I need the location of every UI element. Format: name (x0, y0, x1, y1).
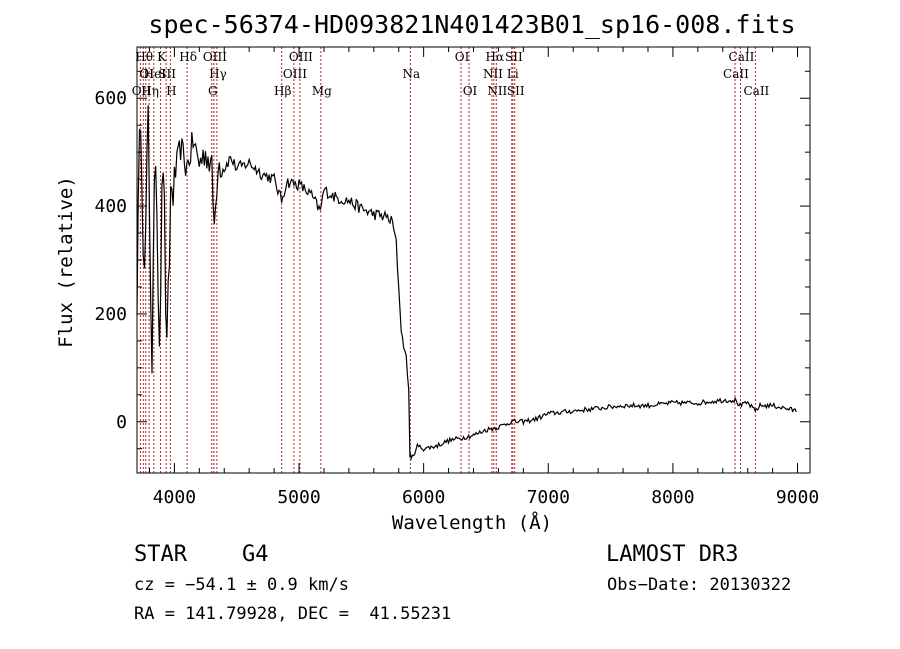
spectral-line-label: OIII (203, 50, 227, 64)
y-tick-label: 600 (94, 88, 127, 109)
spectral-line-label: OI (455, 50, 470, 64)
survey-name: LAMOST DR3 (606, 542, 738, 567)
spectral-line-label: HeI (144, 67, 167, 81)
spectral-line-label: NII (483, 67, 503, 81)
spectral-line-label: Li (507, 67, 519, 81)
obs-date: Obs−Date: 20130322 (607, 575, 791, 595)
x-tick-label: 9000 (776, 487, 819, 508)
y-tick-label: 200 (94, 304, 127, 325)
spectral-line-label: OI (139, 67, 154, 81)
spectral-line-label: CaII (743, 84, 769, 98)
y-axis-label: Flux (relative) (55, 176, 77, 348)
y-tick-label: 400 (94, 196, 127, 217)
spectral-line-label: SII (158, 67, 176, 81)
spectral-line-label: Hα (486, 50, 505, 64)
x-tick-label: 8000 (651, 487, 694, 508)
spectral-line-label: K (157, 50, 167, 64)
chart-title: spec-56374-HD093821N401423B01_sp16-008.f… (148, 10, 795, 39)
plot-frame (136, 46, 811, 474)
x-tick-label: 7000 (527, 487, 570, 508)
x-tick-label: 4000 (153, 487, 196, 508)
spectral-line-label: Mg (312, 84, 332, 98)
x-tick-label: 6000 (402, 487, 445, 508)
spectral-line-label: H (166, 84, 176, 98)
spectral-line-label: Hη (141, 84, 159, 98)
spectral-line-label: Hθ (135, 50, 153, 64)
x-axis: 4000 5000 6000 7000 8000 9000 (148, 47, 819, 508)
spectrum-line (136, 105, 797, 461)
x-tick-label: 5000 (277, 487, 320, 508)
y-axis: 0 200 400 600 (94, 70, 810, 450)
object-subclass: G4 (242, 542, 269, 567)
x-axis-label: Wavelength (Å) (392, 511, 552, 534)
y-tick-label: 0 (116, 412, 127, 433)
spectral-line-label: CaII (729, 50, 755, 64)
spectral-line-label: Hγ (209, 67, 227, 81)
redshift-text: cz = −54.1 ± 0.9 km/s (134, 575, 349, 595)
spectral-line-markers (139, 47, 756, 473)
spectral-line-label: OIII (289, 50, 313, 64)
spectral-line-label: Hδ (179, 50, 197, 64)
spectral-line-label: Na (402, 67, 420, 81)
object-class: STAR (134, 542, 188, 567)
spectral-line-labels: OIIHθOIHηHeIKSIIHHδGOIIIHγHβOIIIOIIIMgNa… (132, 50, 770, 98)
spectral-line-label: OI (463, 84, 478, 98)
spectral-line-label: CaII (723, 67, 749, 81)
spectral-line-label: NII (487, 84, 507, 98)
spectral-line-label: OIII (283, 67, 307, 81)
spectral-line-label: SII (505, 50, 523, 64)
coordinates: RA = 141.79928, DEC = 41.55231 (134, 604, 451, 624)
spectral-line-label: Hβ (274, 84, 291, 98)
spectral-line-label: SII (507, 84, 525, 98)
spectral-line-label: G (208, 84, 218, 98)
